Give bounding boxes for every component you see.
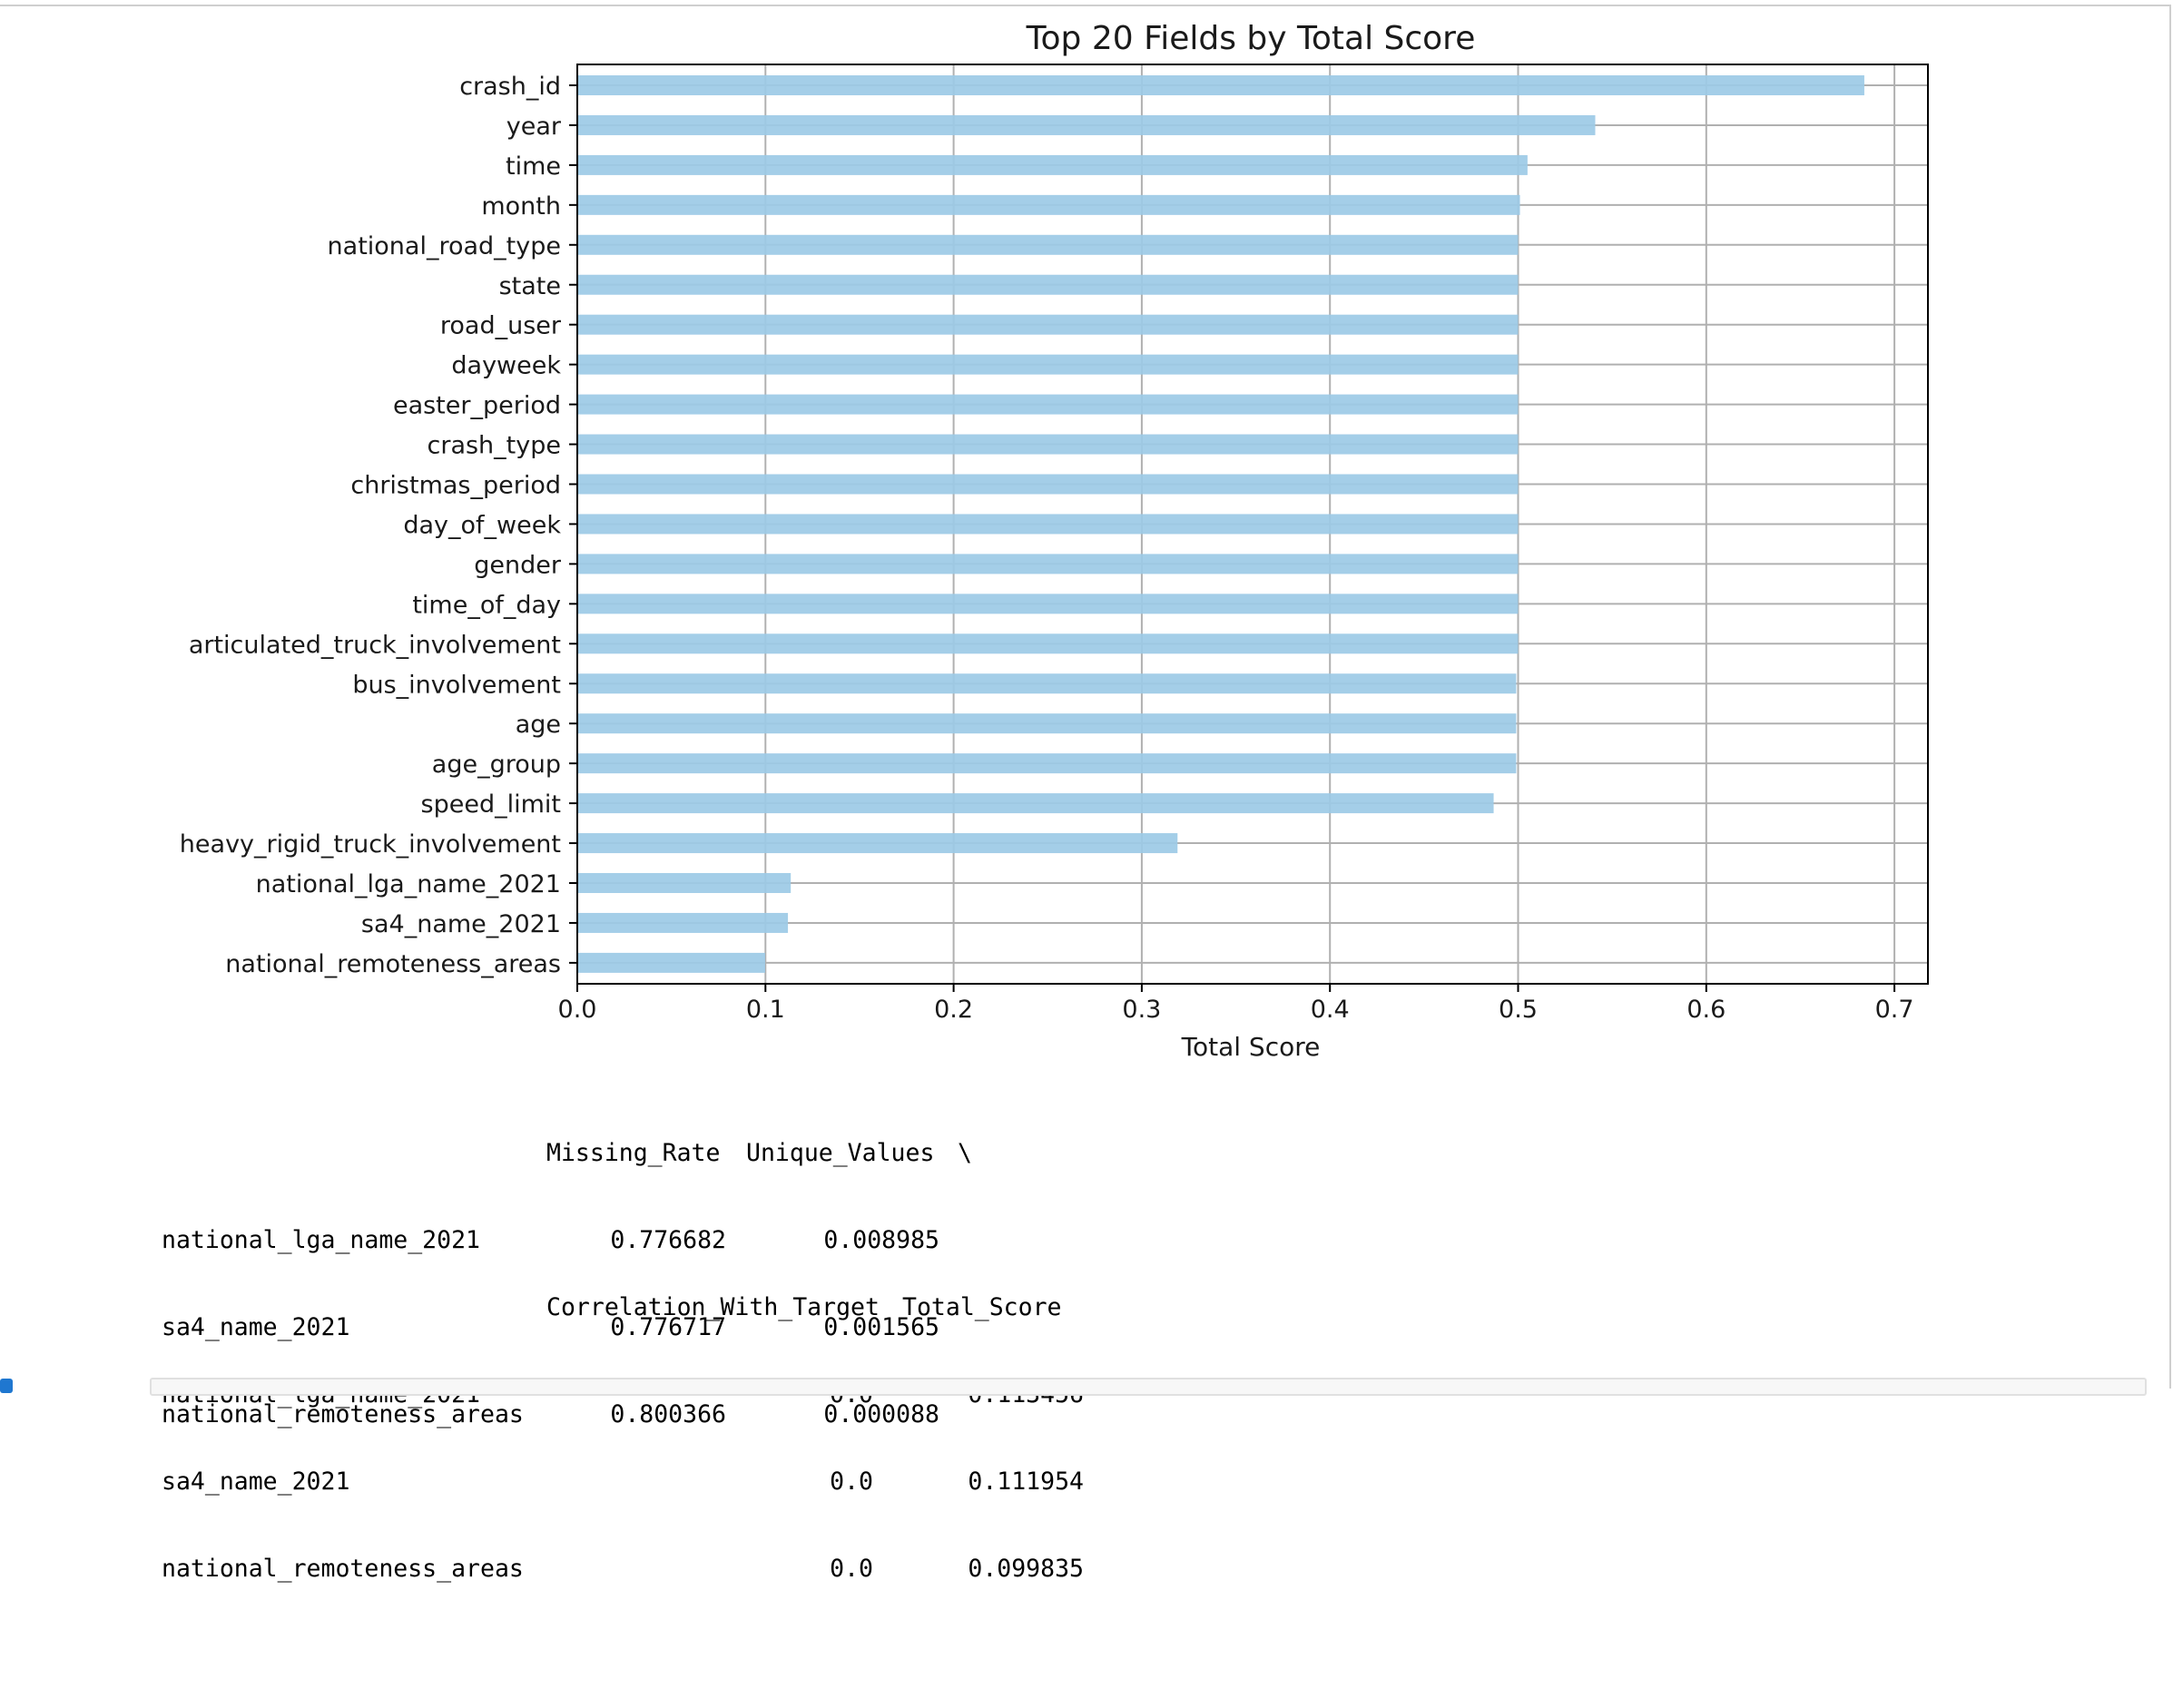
y-tick-label: national_remoteness_areas	[225, 950, 561, 978]
missing-rate-value: 0.800366	[610, 1400, 726, 1428]
next-code-cell[interactable]	[150, 1378, 2147, 1396]
unique-values-value: 0.008985	[823, 1226, 939, 1254]
bar-christmas_period	[577, 474, 1519, 495]
bar-dayweek	[577, 354, 1519, 375]
bar-chart: Top 20 Fields by Total Score crash_idyea…	[180, 20, 1929, 1062]
y-tick-label: road_user	[440, 312, 562, 340]
col-header-missing-rate: Missing_Rate	[546, 1139, 721, 1167]
y-tick-label: bus_involvement	[352, 671, 561, 699]
x-tick-label: 0.1	[746, 996, 785, 1024]
missing-rate-value: 0.776717	[610, 1313, 726, 1341]
y-tick-label: christmas_period	[350, 472, 561, 500]
bar-year	[577, 114, 1596, 135]
y-tick-label: state	[499, 272, 561, 300]
y-tick-label: time	[506, 152, 561, 181]
y-tick-label: sa4_name_2021	[361, 910, 561, 938]
x-tick-label: 0.6	[1686, 996, 1726, 1024]
bar-articulated_truck_involvement	[577, 633, 1519, 654]
bar-crash_id	[577, 75, 1864, 95]
correlation-value: 0.0	[830, 1555, 873, 1583]
missing-rate-value: 0.776682	[610, 1226, 726, 1254]
plot-frame	[576, 64, 1929, 985]
y-tick-label: heavy_rigid_truck_involvement	[180, 830, 561, 859]
bar-age	[577, 713, 1517, 734]
total-score-value: 0.111954	[968, 1468, 1084, 1496]
bar-easter_period	[577, 394, 1519, 415]
x-axis-label: Total Score	[1181, 1032, 1321, 1062]
chart-title: Top 20 Fields by Total Score	[1026, 20, 1476, 57]
bar-road_user	[577, 314, 1519, 335]
bar-bus_involvement	[577, 673, 1517, 694]
row-name: sa4_name_2021	[162, 1313, 350, 1341]
y-tick-label: speed_limit	[421, 790, 561, 819]
table-header: Correlation_With_Target Total_Score	[162, 1292, 1062, 1323]
bar-national_lga_name_2021	[577, 873, 792, 893]
bar-speed_limit	[577, 793, 1494, 814]
bar-time	[577, 154, 1528, 175]
y-tick-label: day_of_week	[403, 511, 561, 539]
bar-national_road_type	[577, 234, 1519, 255]
correlation-value: 0.0	[830, 1468, 873, 1496]
row-name: national_remoteness_areas	[162, 1555, 524, 1583]
y-tick-label: national_road_type	[328, 232, 561, 260]
y-tick-label: year	[506, 113, 562, 141]
x-tick-label: 0.5	[1499, 996, 1538, 1024]
col-header-unique-values: Unique_Values	[746, 1139, 935, 1167]
y-tick-label: crash_type	[428, 432, 562, 460]
output-cell-frame	[0, 5, 2171, 1389]
y-tick-label: crash_id	[459, 73, 561, 101]
y-tick-label: gender	[474, 551, 562, 579]
bar-month	[577, 194, 1520, 215]
x-tick-label: 0.4	[1311, 996, 1350, 1024]
y-tick-label: dayweek	[451, 352, 561, 380]
col-continuation-marker: \	[958, 1139, 972, 1167]
row-name: sa4_name_2021	[162, 1468, 350, 1496]
y-tick-label: age	[516, 711, 561, 739]
x-tick-labels: 0.0 0.1 0.2 0.3 0.4 0.5 0.6 0.7	[558, 984, 1914, 1024]
bar-age_group	[577, 753, 1517, 774]
y-tick-label: age_group	[432, 751, 561, 779]
bar-day_of_week	[577, 514, 1519, 535]
table-correlation-total: Correlation_With_Target Total_Score nati…	[162, 1236, 1084, 1613]
y-tick-label: easter_period	[393, 392, 561, 420]
x-tick-label: 0.7	[1875, 996, 1914, 1024]
col-header-total-score: Total_Score	[902, 1293, 1062, 1321]
table-row: national_remoteness_areas 0.0 0.099835	[162, 1554, 1084, 1585]
total-score-value: 0.099835	[968, 1555, 1084, 1583]
bar-heavy_rigid_truck_involvement	[577, 833, 1178, 854]
table-header: Missing_Rate Unique_Values \	[162, 1138, 972, 1169]
bar-sa4_name_2021	[577, 912, 789, 933]
unique-values-value: 0.001565	[823, 1313, 939, 1341]
table-row: national_lga_name_2021 0.776682 0.008985	[162, 1225, 939, 1256]
y-tick-label: month	[481, 192, 561, 221]
y-tick-label: time_of_day	[412, 591, 561, 619]
y-tick-label: articulated_truck_involvement	[189, 631, 561, 659]
bar-crash_type	[577, 434, 1519, 455]
col-header-correlation: Correlation_With_Target	[546, 1293, 880, 1321]
bar-gender	[577, 554, 1519, 574]
bar-time_of_day	[577, 594, 1519, 614]
bar-state	[577, 274, 1519, 295]
active-cell-marker	[0, 1379, 13, 1393]
row-name: national_lga_name_2021	[162, 1226, 480, 1254]
x-tick-label: 0.0	[558, 996, 597, 1024]
bar-national_remoteness_areas	[577, 952, 765, 973]
x-tick-label: 0.2	[934, 996, 973, 1024]
table-row: sa4_name_2021 0.0 0.111954	[162, 1467, 1084, 1497]
y-tick-label: national_lga_name_2021	[256, 870, 561, 898]
x-tick-label: 0.3	[1122, 996, 1161, 1024]
bars	[577, 75, 1864, 973]
table-row: sa4_name_2021 0.776717 0.001565	[162, 1312, 939, 1343]
